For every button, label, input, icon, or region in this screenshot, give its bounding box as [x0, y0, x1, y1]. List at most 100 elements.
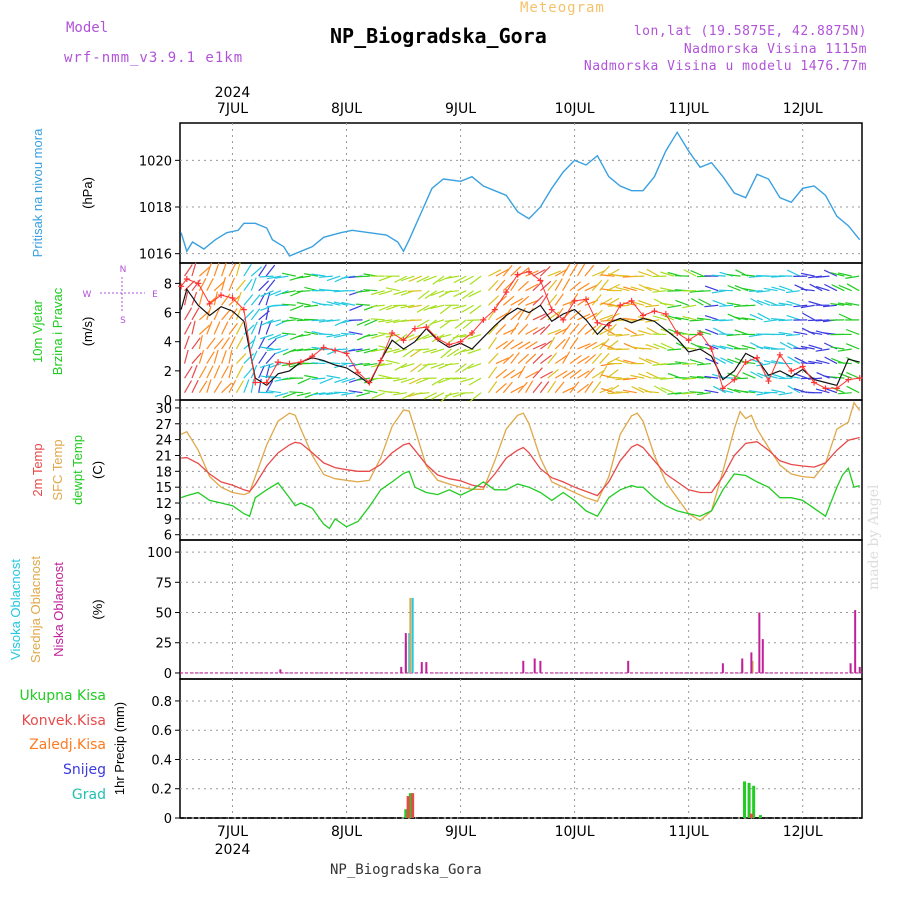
wind-arrow [378, 332, 393, 336]
wind-arrow [584, 354, 596, 365]
wind-gust-marker [537, 277, 544, 284]
wind-arrow [831, 284, 845, 292]
bottom-day-label: 8JUL [331, 824, 362, 840]
wind-arrow [213, 306, 221, 321]
wind-arrow [502, 381, 513, 394]
top-year-label: 2024 [215, 85, 251, 101]
wind-arrow [584, 284, 598, 292]
wind-arrow [689, 319, 704, 322]
wind-arrow [591, 309, 603, 321]
wind-arrow [393, 290, 408, 296]
wind-arrow [630, 275, 645, 278]
wind-arrow [213, 262, 220, 277]
y-tick-label: 12 [155, 497, 172, 512]
wind-arrow [577, 355, 590, 365]
wind-arrow [289, 316, 304, 321]
wind-arrow [416, 304, 430, 313]
wind-arrow [385, 391, 400, 394]
wind-arrow [601, 343, 615, 350]
wind-arrow [748, 275, 763, 278]
wind-arrow [422, 362, 437, 366]
wind-arrow [510, 310, 522, 321]
wind-arrow [727, 284, 741, 292]
wind-arrow [830, 346, 845, 350]
wind-arrow [698, 298, 712, 306]
wind-arrow [741, 390, 756, 394]
low-cloud-bar [721, 663, 724, 673]
wind-arrow [645, 304, 660, 308]
wind-axis-label-1: 10m Vjetar [30, 299, 45, 363]
wind-arrow [378, 362, 393, 367]
wind-arrow [808, 331, 823, 336]
wind-arrow [258, 351, 267, 364]
low-cloud-bar [627, 660, 630, 673]
wind-arrow [191, 279, 201, 292]
precip-axis-label: 1hr Precip (mm) [112, 702, 127, 795]
wind-arrow [191, 291, 198, 306]
y-tick-label: 15 [155, 481, 172, 496]
wind-arrow [191, 337, 201, 350]
wind-arrow [461, 363, 475, 372]
wind-arrow [267, 362, 282, 369]
wind-arrow [599, 314, 614, 321]
wind-arrow [576, 263, 586, 277]
wind-arrow [440, 348, 452, 359]
wind-arrow [838, 372, 852, 379]
y-tick-label: 100 [147, 546, 172, 561]
wind-arrow [228, 295, 240, 306]
wind-arrow [281, 319, 296, 323]
wind-arrow [265, 321, 272, 335]
wind-arrow [696, 392, 711, 396]
wind-arrow [259, 362, 274, 368]
wind-arrow [469, 304, 482, 315]
wind-arrow [800, 272, 815, 277]
wind-arrow [408, 275, 423, 282]
wind-arrow [510, 385, 524, 394]
wind-arrow [660, 386, 675, 394]
wind-arrow [502, 307, 512, 321]
wind-arrow [415, 348, 430, 351]
wind-arrow [547, 368, 559, 379]
wind-arrow [258, 264, 267, 277]
wind-arrow [289, 304, 304, 311]
wind-arrow [667, 304, 682, 309]
wind-arrow [206, 351, 215, 364]
compass-west: W [83, 290, 92, 300]
wind-arrow [748, 290, 763, 292]
wind-arrow [779, 341, 793, 350]
low-cloud-bar [522, 660, 525, 673]
wind-arrow [756, 362, 771, 367]
wind-gust-marker [229, 294, 236, 301]
wind-arrow [674, 376, 689, 379]
legend-freezing-rain: Zaledj.Kisa [29, 737, 106, 753]
wind-arrow [757, 312, 771, 321]
wind-arrow [592, 270, 606, 277]
wind-arrow [793, 304, 808, 308]
wind-arrow [198, 278, 207, 291]
wind-arrow [459, 348, 474, 353]
wind-arrow [816, 372, 830, 379]
wind-arrow [653, 385, 667, 394]
wind-arrow [599, 338, 610, 350]
wind-arrow [682, 315, 697, 321]
y-tick-label: 27 [155, 418, 172, 433]
wind-arrow [569, 354, 582, 365]
wind-arrow [228, 308, 238, 321]
wind-unit-label: (m/s) [80, 317, 95, 347]
wind-arrow [547, 336, 556, 350]
wind-gust-marker [411, 325, 418, 332]
wind-arrow [682, 362, 697, 365]
wind-arrow [191, 352, 202, 364]
wind-arrow [660, 342, 675, 350]
top-day-label: 10JUL [555, 101, 595, 117]
wind-arrow [341, 301, 356, 306]
wind-arrow [452, 377, 467, 380]
wind-arrow [289, 275, 304, 281]
wind-arrow [258, 280, 270, 292]
wind-arrow [778, 319, 793, 322]
wind-arrow [213, 321, 221, 335]
wind-arrow [540, 370, 553, 379]
low-cloud-bar [758, 612, 761, 673]
wind-arrow [591, 352, 603, 364]
wind-arrow [569, 263, 578, 277]
